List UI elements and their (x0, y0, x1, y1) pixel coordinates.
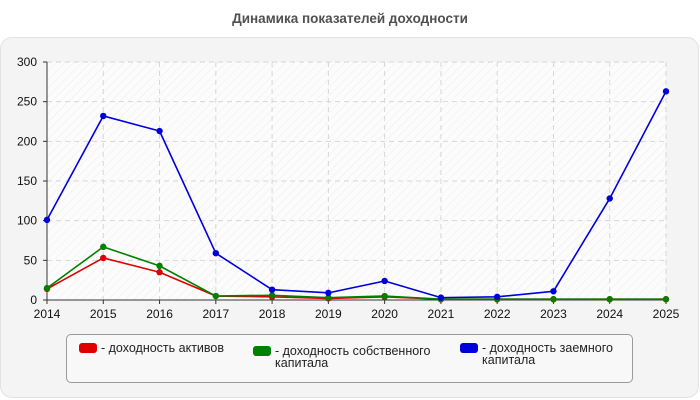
chart-legend: - доходность активов - доходность собств… (66, 334, 633, 383)
series-point-2 (156, 127, 163, 135)
y-tick-label: 200 (17, 134, 37, 148)
series-point-0 (156, 269, 163, 276)
series-point-2 (437, 294, 445, 301)
legend-item-assets: - доходность активов (79, 342, 224, 354)
x-tick-label: 2025 (653, 307, 680, 321)
chart-title: Динамика показателей доходности (232, 11, 468, 26)
series-point-1 (606, 296, 613, 303)
x-tick-label: 2023 (540, 307, 567, 321)
series-point-2 (100, 112, 107, 120)
legend-label-equity: - доходность собственного капитала (275, 344, 431, 370)
y-tick-label: 100 (17, 214, 37, 228)
x-tick-label: 2022 (484, 307, 511, 321)
series-point-1 (212, 292, 220, 300)
legend-swatch-equity (253, 346, 271, 356)
legend-swatch-assets (79, 343, 97, 353)
series-line-2 (46, 90, 667, 299)
legend-item-equity: - доходность собственного капитала (253, 345, 430, 369)
series-line-1 (46, 246, 666, 301)
x-tick-label: 2021 (428, 307, 455, 321)
y-tick-label: 250 (17, 95, 37, 109)
series-point-1 (662, 296, 670, 303)
x-tick-label: 2014 (34, 307, 61, 321)
series-point-2 (381, 277, 388, 285)
x-tick-label: 2018 (259, 307, 286, 321)
legend-label-debt: - доходность заемного капитала (482, 341, 613, 367)
y-tick-label: 150 (17, 174, 37, 188)
series-point-2 (268, 286, 276, 293)
series-point-2 (606, 195, 613, 202)
series-point-1 (381, 292, 388, 300)
legend-label-assets: - доходность активов (101, 341, 224, 355)
series-point-1 (268, 292, 276, 299)
series-point-2 (325, 289, 332, 297)
series-point-1 (325, 294, 332, 301)
x-tick-label: 2020 (371, 307, 398, 321)
x-tick-label: 2017 (202, 307, 229, 321)
x-tick-label: 2019 (315, 307, 342, 321)
series-point-0 (100, 254, 107, 262)
series-point-2 (212, 249, 220, 257)
series-point-2 (493, 293, 501, 301)
x-tick-label: 2015 (90, 307, 117, 321)
series-point-1 (100, 243, 107, 251)
series-point-2 (662, 88, 670, 95)
legend-swatch-debt (460, 343, 478, 353)
series-point-1 (550, 296, 557, 303)
y-tick-label: 0 (30, 293, 37, 307)
y-tick-label: 50 (24, 253, 38, 267)
x-tick-label: 2024 (596, 307, 623, 321)
series-point-2 (550, 288, 557, 295)
series-point-1 (43, 284, 51, 292)
series-point-1 (156, 262, 163, 270)
series-point-2 (43, 216, 51, 224)
y-tick-label: 300 (17, 55, 37, 69)
legend-item-debt: - доходность заемного капитала (460, 342, 613, 366)
x-tick-label: 2016 (146, 307, 173, 321)
